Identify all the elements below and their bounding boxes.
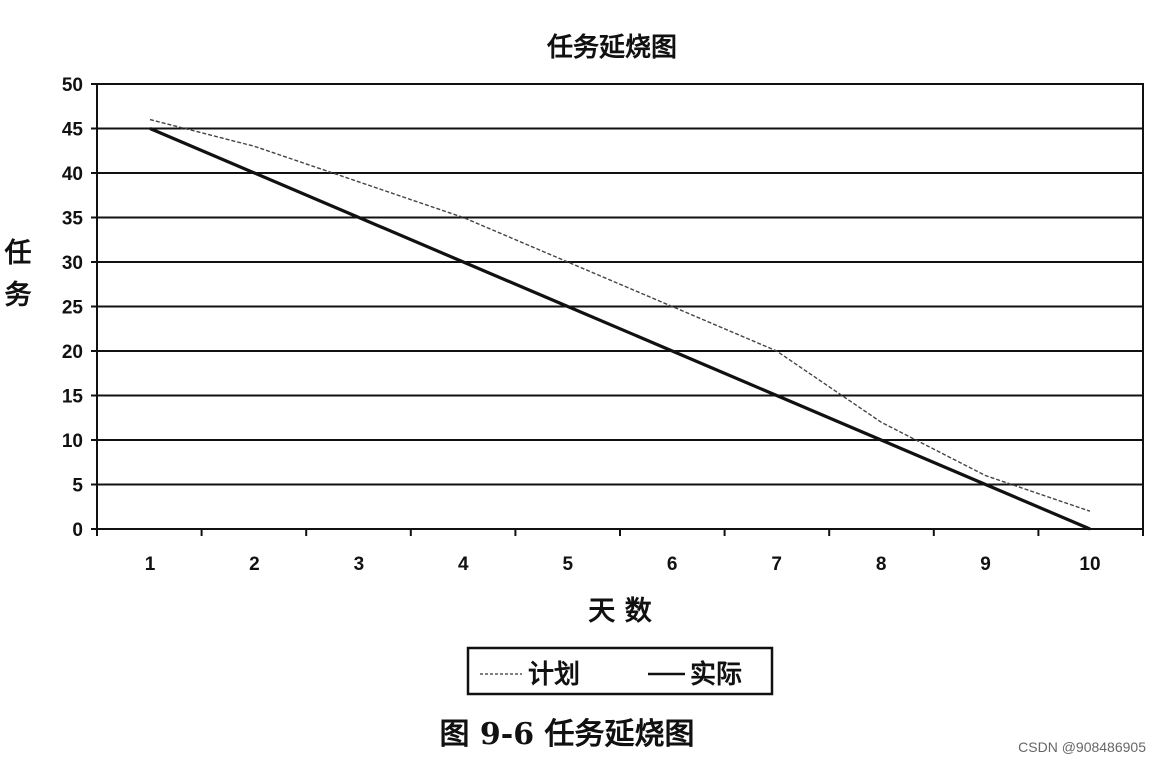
x-tick-label: 2 [249,554,260,575]
figure-caption: 图 9-6 任务延烧图 [439,717,694,752]
series-line-0 [149,118,1091,512]
y-axis-label: 任务 [4,238,32,311]
x-axis-ticks: 1 2 3 4 5 6 7 8 9 10 [96,529,1144,575]
x-tick-label: 8 [876,554,887,575]
y-tick-label: 30 [62,253,83,274]
gridlines [97,127,1143,486]
x-tick-label: 3 [354,554,365,575]
series-line-1 [149,127,1091,531]
plot-area-frame [96,83,1144,530]
y-tick-label: 40 [62,164,83,185]
y-tick-label: 0 [72,520,83,541]
y-tick-label: 20 [62,342,83,363]
y-tick-label: 5 [72,476,83,497]
legend: 计划 实际 [466,646,774,696]
y-axis-label-char: 务 [5,280,32,311]
y-tick-label: 35 [62,209,84,230]
y-tick-label: 10 [62,431,83,452]
legend-label-plan: 计划 [528,660,580,690]
y-axis-ticks: 0 5 10 15 20 25 30 35 40 45 50 [62,75,97,541]
x-tick-label: 5 [562,554,573,575]
legend-box [466,646,774,696]
x-tick-label: 1 [145,554,156,575]
series-lines [149,118,1091,531]
watermark: CSDN @908486905 [1018,739,1146,755]
y-axis-label-char: 任 [4,238,32,269]
x-tick-label: 9 [980,554,991,575]
x-tick-label: 4 [458,554,469,575]
x-axis-label: 天 数 [588,596,652,627]
legend-label-actual: 实际 [690,659,742,690]
x-tick-label: 6 [667,554,678,575]
x-tick-label: 10 [1079,554,1100,575]
y-tick-label: 50 [62,75,83,96]
y-tick-label: 25 [62,298,84,319]
y-tick-label: 45 [62,120,84,141]
x-tick-label: 7 [771,554,782,575]
y-tick-label: 15 [62,387,84,408]
chart-title: 任务延烧图 [546,33,677,63]
